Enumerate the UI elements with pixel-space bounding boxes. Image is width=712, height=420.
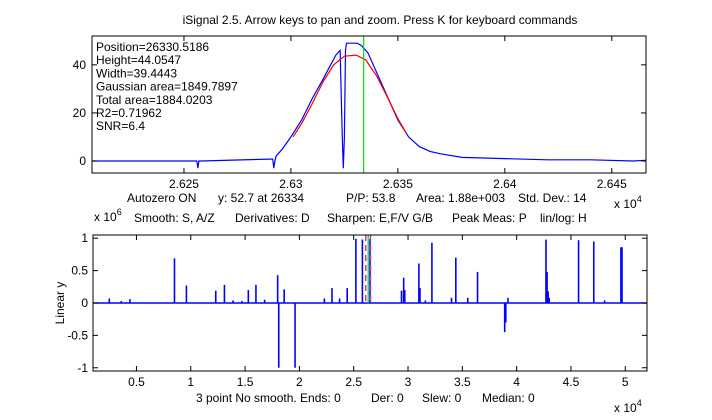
top-y-tick-label: 0: [79, 154, 86, 168]
top-x-tick-label: 2.645: [597, 177, 627, 191]
gaussian-fit-line: [292, 54, 407, 138]
signal-line: [92, 42, 647, 169]
bottom-x-tick-label: 1.5: [237, 375, 254, 389]
derivative-status: Der: 0: [371, 391, 404, 405]
area-readout: Area: 1.88e+003: [416, 191, 505, 205]
keyboard-hints-line: Smooth: S, A/Z Derivatives: D Sharpen: E…: [134, 211, 587, 225]
top-x-tick-label: 2.625: [169, 177, 199, 191]
bottom-x-tick-label: 2.5: [345, 375, 362, 389]
hint-sharpen: Sharpen: E,F/V G/B: [327, 211, 433, 225]
bottom-x-tick-label: 2: [296, 375, 303, 389]
top-plot-area[interactable]: [92, 36, 646, 173]
bottom-y-tick-label: 1: [81, 231, 88, 245]
window-title: iSignal 2.5. Arrow keys to pan and zoom.…: [183, 13, 578, 27]
bottom-x-exponent: x 104: [614, 398, 642, 415]
peak-info-line: Position=26330.5186: [96, 40, 209, 54]
peak-info-box: Position=26330.5186Height=44.0547Width=3…: [96, 40, 238, 133]
cursor-y-readout: y: 52.7 at 26334: [218, 191, 304, 205]
peak-to-peak-readout: P/P: 53.8: [346, 191, 396, 205]
top-x-tick-label: 2.63: [279, 177, 303, 191]
hint-lin-log: lin/log: H: [540, 211, 587, 225]
top-status-line: Autozero ON y: 52.7 at 26334 P/P: 53.8 A…: [127, 191, 587, 205]
peak-info-line: R2=0.71962: [96, 106, 162, 120]
top-y-tick-label: 20: [73, 106, 87, 120]
bottom-y-axis-label: Linear y: [53, 282, 67, 325]
bottom-y-tick-label: -1: [77, 361, 88, 375]
top-x-exponent: x 104: [614, 194, 642, 211]
top-axes-box: [91, 35, 647, 174]
peak-info-line: Height=44.0547: [96, 53, 181, 67]
peak-info-line: Gaussian area=1849.7897: [96, 80, 238, 94]
bottom-axes-box: [92, 234, 648, 372]
bottom-y-tick-label: 0.5: [71, 264, 88, 278]
hint-peak-meas: Peak Meas: P: [452, 211, 527, 225]
bottom-x-tick-label: 3.5: [454, 375, 471, 389]
top-panel[interactable]: 2.625 2.63 2.635 2.64 2.645 0 20 40 Position=26…: [73, 35, 647, 191]
bottom-y-tick-label: 0: [81, 296, 88, 310]
bottom-y-exponent: x 106: [94, 207, 122, 224]
bottom-x-tick-label: 4.5: [563, 375, 580, 389]
top-x-tick-label: 2.635: [383, 177, 413, 191]
peak-info-line: Total area=1884.0203: [96, 93, 213, 107]
top-x-tick-label: 2.64: [493, 177, 517, 191]
hint-derivatives: Derivatives: D: [235, 211, 310, 225]
bottom-status-line: 3 point No smooth. Ends: 0 Der: 0 Slew: …: [196, 391, 535, 405]
smooth-status: 3 point No smooth. Ends: 0: [196, 391, 341, 405]
median-status: Median: 0: [482, 391, 535, 405]
peak-info-line: Width=39.4443: [96, 66, 177, 80]
autozero-status: Autozero ON: [127, 191, 196, 205]
bottom-x-tick-label: 3: [405, 375, 412, 389]
hint-smooth: Smooth: S, A/Z: [134, 211, 215, 225]
slew-status: Slew: 0: [422, 391, 462, 405]
bottom-panel[interactable]: 0.5 1 1.5 2 2.5 3 3.5 4 4.5 5 -1 -0.5 0 0.5 1: [67, 231, 648, 389]
top-axis-ticks: 2.625 2.63 2.635 2.64 2.645 0 20 40: [73, 36, 646, 191]
bottom-x-tick-label: 1: [187, 375, 194, 389]
bottom-axis-ticks: 0.5 1 1.5 2 2.5 3 3.5 4 4.5 5 -1 -0.5 0 0.5 1: [67, 231, 647, 389]
std-dev-readout: Std. Dev.: 14: [518, 191, 587, 205]
bottom-x-tick-label: 5: [622, 375, 629, 389]
bottom-y-tick-label: -0.5: [67, 328, 88, 342]
top-y-tick-label: 40: [73, 58, 87, 72]
bottom-x-tick-label: 0.5: [128, 375, 145, 389]
bottom-x-tick-label: 4: [513, 375, 520, 389]
peak-info-line: SNR=6.4: [96, 119, 145, 133]
